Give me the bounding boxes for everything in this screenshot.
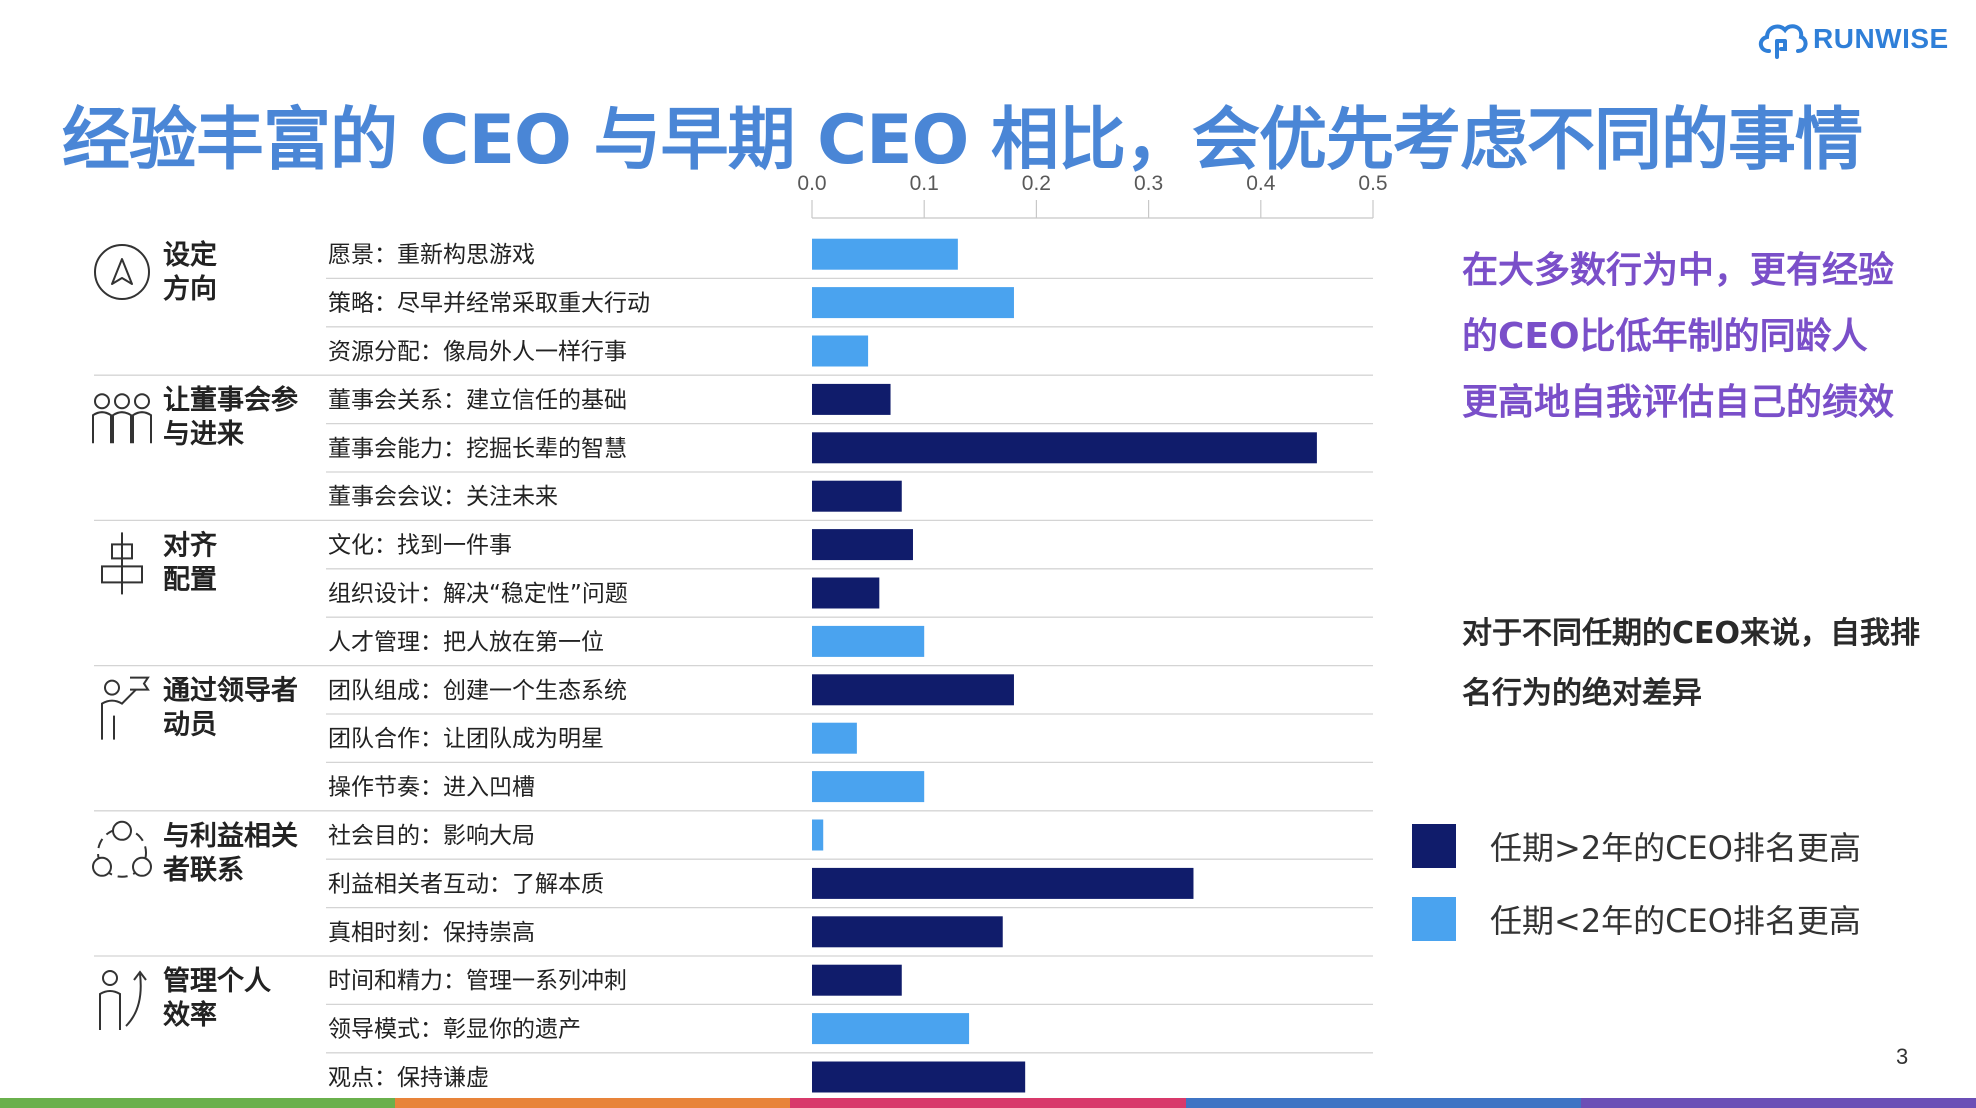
legend-label-gt2: 任期>2年的CEO排名更高 (1490, 829, 1861, 867)
legend-label-lt2: 任期<2年的CEO排名更高 (1490, 902, 1861, 940)
bar (812, 867, 1194, 899)
bar (812, 577, 880, 609)
side-note: 在大多数行为中，更有经验的CEO比低年制的同龄人更高地自我评估自己的绩效 (1462, 250, 1895, 423)
row-label: 操作节奏：进入凹槽 (328, 775, 535, 801)
page-number: 3 (1896, 1044, 1909, 1069)
category-label: 配置 (163, 564, 217, 595)
category-label: 对齐 (163, 529, 218, 561)
row-label: 董事会会议：关注未来 (328, 484, 558, 510)
row-label: 社会目的：影响大局 (328, 823, 535, 849)
row-label: 组织设计：解决“稳定性”问题 (328, 581, 628, 607)
navigation-icon (94, 244, 150, 300)
slide-title: 经验丰富的 CEO 与早期 CEO 相比，会优先考虑不同的事情 (62, 101, 1863, 180)
row-label: 愿景：重新构思游戏 (328, 242, 535, 268)
legend-swatch-lt2 (1412, 897, 1456, 941)
bar (812, 1013, 970, 1045)
presenter-icon (101, 676, 150, 740)
bar (812, 238, 958, 270)
row-label: 团队合作：让团队成为明星 (328, 726, 604, 752)
footer-segment (0, 1098, 396, 1108)
row-label: 董事会关系：建立信任的基础 (328, 387, 627, 413)
bar (812, 964, 902, 996)
bar (812, 480, 902, 512)
footer-segment (790, 1098, 1186, 1108)
row-label: 董事会能力：挖掘长辈的智慧 (328, 436, 627, 462)
category-label: 管理个人 (163, 966, 271, 997)
row-label: 文化：找到一件事 (328, 533, 512, 559)
bar (812, 771, 925, 803)
row-label: 人才管理：把人放在第一位 (328, 629, 604, 655)
x-tick-label: 0.3 (1134, 172, 1163, 195)
row-label: 领导模式：彰显你的遗产 (328, 1017, 581, 1043)
x-tick-label: 0.1 (910, 172, 939, 195)
bar (812, 529, 913, 561)
row-label: 时间和精力：管理一系列冲刺 (328, 968, 627, 994)
runwise-logo: RUNWISE (1755, 14, 1949, 64)
growth-person-icon (99, 970, 147, 1030)
x-tick-label: 0.4 (1246, 172, 1276, 195)
side-caption: 对于不同任期的CEO来说，自我排名行为的绝对差异 (1462, 616, 1921, 711)
row-label: 团队组成：创建一个生态系统 (328, 678, 627, 704)
stakeholder-network-icon (92, 820, 152, 878)
category-label: 方向 (163, 273, 217, 305)
x-tick-label: 0.0 (797, 172, 826, 195)
logo-text: RUNWISE (1813, 23, 1949, 54)
category-label: 设定 (163, 239, 217, 271)
row-label: 策略：尽早并经常采取重大行动 (328, 291, 650, 317)
bar (812, 287, 1014, 319)
x-tick-label: 0.2 (1022, 172, 1051, 195)
category-label: 动员 (163, 710, 217, 741)
bar (812, 335, 869, 367)
footer-segment (1580, 1098, 1976, 1108)
bar (812, 383, 891, 415)
bar (812, 916, 1003, 948)
category-label: 与进来 (163, 419, 244, 450)
bar (812, 1061, 1026, 1093)
bar (812, 625, 925, 657)
row-label: 利益相关者互动：了解本质 (328, 871, 604, 897)
category-label: 让董事会参 (163, 384, 298, 416)
category-label: 效率 (163, 999, 217, 1031)
people-group-icon (92, 393, 152, 444)
bar (812, 819, 824, 851)
legend-swatch-gt2 (1412, 824, 1456, 868)
footer-segment (1185, 1098, 1581, 1108)
category-label: 者联系 (163, 855, 244, 886)
bar (812, 722, 857, 754)
legend-item-lt2: 任期<2年的CEO排名更高 (1412, 897, 1861, 941)
x-tick-label: 0.5 (1358, 172, 1387, 195)
row-label: 真相时刻：保持崇高 (328, 920, 535, 946)
cloud-logo-icon (1758, 24, 1808, 59)
category-label: 与利益相关 (163, 821, 298, 852)
row-label: 资源分配：像局外人一样行事 (328, 339, 627, 365)
category-label: 通过领导者 (163, 676, 298, 707)
footer-segment (395, 1098, 791, 1108)
chart-legend: 任期>2年的CEO排名更高 任期<2年的CEO排名更高 (1412, 824, 1861, 970)
bar (812, 674, 1014, 706)
footer-color-bar (0, 1098, 1976, 1108)
bar (812, 432, 1317, 464)
legend-item-gt2: 任期>2年的CEO排名更高 (1412, 824, 1861, 868)
row-label: 观点：保持谦虚 (328, 1065, 489, 1091)
alignment-icon (101, 532, 143, 595)
